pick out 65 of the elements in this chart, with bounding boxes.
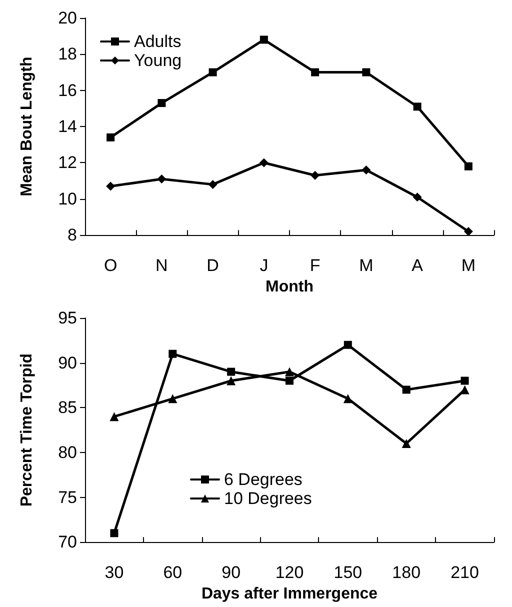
- x-tick-label: 90: [222, 563, 241, 582]
- x-tick-label: 30: [104, 563, 124, 582]
- x-tick-label: M: [359, 256, 374, 276]
- point: [311, 68, 320, 76]
- x-tick-label: 210: [450, 563, 479, 582]
- legend-label: 10 Degrees: [224, 489, 312, 508]
- point: [464, 226, 473, 236]
- y-tick-label: 8: [68, 226, 77, 245]
- point: [168, 394, 178, 404]
- legend-label: Adults: [134, 32, 182, 51]
- point: [259, 158, 268, 168]
- point: [286, 376, 294, 385]
- y-tick-label: 80: [58, 442, 77, 462]
- x-tick-label: A: [412, 256, 424, 276]
- point: [464, 162, 472, 170]
- legend-label: Young: [134, 51, 182, 70]
- y-tick-label: 95: [58, 308, 77, 328]
- y-tick-label: 85: [58, 398, 77, 418]
- y-axis-title: Percent Time Torpid: [18, 353, 36, 507]
- y-tick-label: 90: [58, 353, 77, 372]
- x-tick-label: M: [461, 256, 476, 276]
- y-tick-label: 16: [58, 80, 77, 100]
- x-tick-label: F: [310, 256, 320, 276]
- point: [412, 192, 422, 202]
- y-tick-label: 14: [58, 117, 77, 136]
- x-tick-label: 180: [392, 563, 421, 582]
- point: [310, 170, 320, 180]
- point: [208, 68, 217, 76]
- point: [106, 182, 116, 191]
- point: [344, 340, 352, 349]
- point: [157, 174, 166, 184]
- point: [402, 438, 411, 448]
- point: [110, 529, 118, 538]
- y-tick-label: 20: [58, 8, 77, 28]
- y-tick-label: 75: [58, 488, 77, 507]
- point: [208, 180, 218, 189]
- point: [460, 376, 469, 385]
- x-tick-label: J: [260, 256, 268, 276]
- y-tick-label: 18: [58, 44, 77, 64]
- x-tick-label: O: [104, 256, 118, 276]
- legend-label: 6 Degrees: [224, 470, 302, 489]
- point: [168, 350, 177, 358]
- point: [110, 412, 119, 422]
- point: [402, 386, 410, 394]
- point: [285, 367, 294, 376]
- x-tick-label: D: [206, 256, 219, 276]
- x-tick-label: 150: [334, 563, 362, 582]
- point: [413, 102, 422, 111]
- x-tick-label: 60: [163, 563, 182, 582]
- point: [158, 99, 166, 108]
- y-tick-label: 70: [58, 532, 77, 552]
- x-axis-title: Days after Immergence: [201, 586, 378, 602]
- x-tick-label: 120: [275, 563, 304, 582]
- x-tick-label: N: [156, 256, 168, 276]
- point: [362, 165, 371, 174]
- y-tick-label: 10: [58, 189, 77, 208]
- point: [362, 68, 370, 76]
- x-axis-title: Month: [266, 278, 314, 296]
- y-tick-label: 12: [58, 153, 77, 172]
- point: [226, 376, 236, 386]
- y-axis-title: Mean Bout Length: [18, 56, 36, 196]
- point: [343, 394, 352, 404]
- point: [106, 133, 115, 142]
- point: [260, 36, 268, 44]
- point: [227, 368, 236, 376]
